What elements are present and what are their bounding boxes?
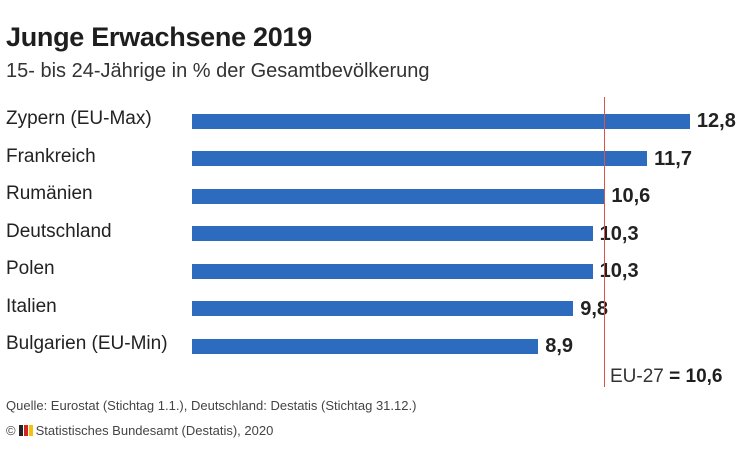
copyright-text: Statistisches Bundesamt (Destatis), 2020: [35, 423, 274, 438]
category-label: Frankreich: [6, 145, 96, 167]
value-label: 10,6: [611, 185, 651, 207]
category-label: Bulgarien (EU-Min): [6, 333, 168, 354]
bar: [192, 263, 593, 279]
value-label: 12,8: [696, 110, 736, 132]
bar: [192, 188, 605, 204]
category-label: Deutschland: [6, 220, 112, 242]
eu-average-value: = 10,6: [669, 366, 723, 387]
copyright-symbol: ©: [6, 423, 16, 438]
category-label: Italien: [6, 295, 57, 317]
value-label: 10,3: [599, 260, 639, 282]
value-label: 10,3: [599, 222, 639, 245]
value-label: 9,8: [580, 297, 609, 320]
category-label: Zypern (EU-Max): [6, 108, 152, 129]
bar: [192, 113, 690, 129]
bar: [192, 338, 539, 354]
category-label: Polen: [6, 258, 55, 279]
bar: [192, 151, 648, 166]
bar: [192, 301, 574, 316]
value-label: 11,7: [654, 147, 692, 170]
category-label: Rumänien: [6, 183, 93, 204]
bar: [192, 226, 593, 241]
eu-average-prefix: EU-27: [610, 366, 664, 387]
eu-average-reference-line: [604, 97, 605, 387]
copyright-note: © Statistisches Bundesamt (Destatis), 202…: [6, 423, 273, 438]
eu-average-label: EU-27 = 10,6: [610, 366, 723, 388]
destatis-logo-icon: [18, 424, 33, 436]
chart-title: Junge Erwachsene 2019: [6, 22, 312, 52]
source-note: Quelle: Eurostat (Stichtag 1.1.), Deutsc…: [6, 398, 417, 413]
chart-subtitle: 15- bis 24-Jährige in % der Gesamtbevölk…: [6, 60, 430, 82]
value-label: 8,9: [545, 335, 574, 357]
